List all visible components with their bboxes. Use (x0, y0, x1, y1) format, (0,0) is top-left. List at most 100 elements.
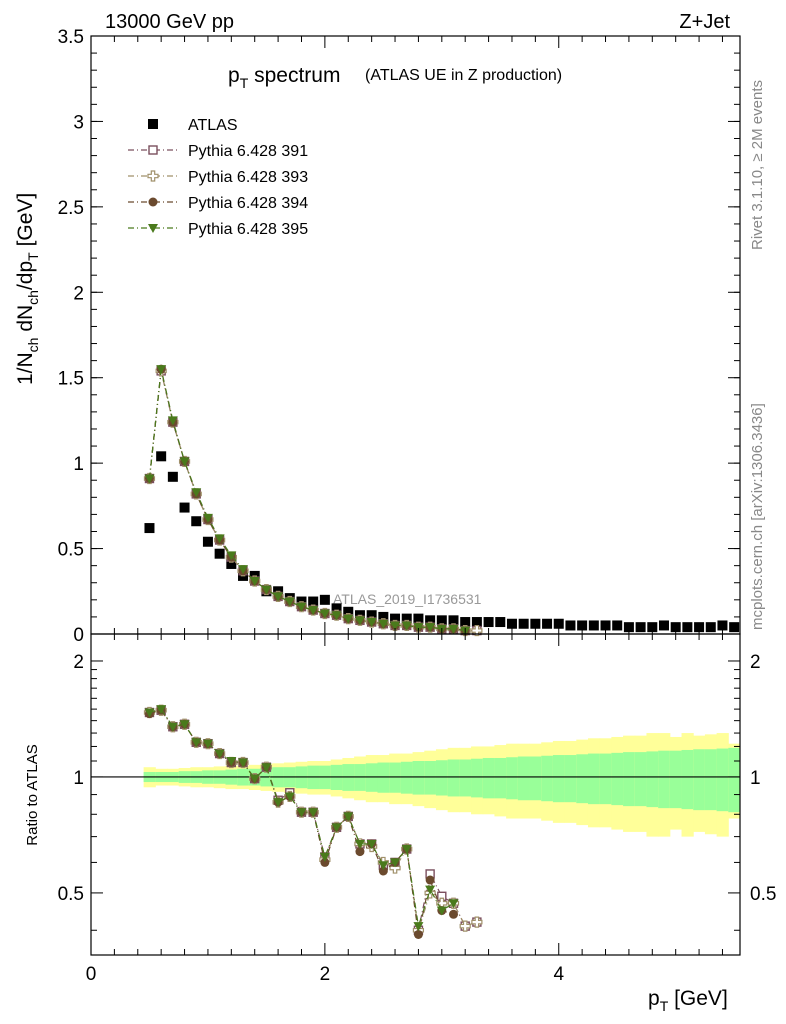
data-point (413, 613, 424, 624)
data-point (226, 551, 237, 561)
ratio-data-point (284, 792, 295, 802)
data-point (530, 618, 541, 629)
ratio-data-point (331, 823, 342, 833)
ratio-data-point (179, 720, 190, 730)
ratio-data-point (214, 749, 225, 759)
data-point (378, 611, 389, 622)
uncertainty-band-stat (506, 757, 519, 800)
data-point (308, 606, 319, 616)
data-point (179, 502, 190, 513)
ratio-y-tick-label-right: 1 (750, 768, 761, 789)
uncertainty-band-stat (389, 762, 402, 793)
y-tick-label: 1.5 (58, 369, 84, 390)
ratio-y-tick-label: 0.5 (58, 884, 84, 905)
ratio-data-point (249, 774, 260, 784)
data-point (542, 618, 553, 629)
ratio-data-point (319, 852, 330, 862)
xlabel: pT [GeV] (648, 987, 728, 1014)
legend-item: Pythia 6.428 393 (128, 169, 308, 186)
data-point (319, 609, 330, 619)
ratio-data-point (413, 922, 424, 932)
data-point (331, 611, 342, 621)
data-point (448, 624, 459, 634)
data-point (167, 416, 178, 426)
ratio-data-point (390, 858, 401, 868)
legend-marker (148, 119, 158, 129)
ratio-data-point (144, 708, 155, 718)
uncertainty-band-stat (377, 762, 390, 793)
ratio-y-tick-label: 1 (73, 768, 84, 789)
data-point (425, 623, 436, 633)
process-label: Z+Jet (679, 11, 730, 33)
data-point (401, 613, 412, 624)
legend-marker (148, 224, 158, 233)
ratio-data-point (261, 763, 272, 773)
y-tick-label: 3 (73, 112, 84, 133)
data-point (694, 622, 705, 633)
rivet-label: Rivet 3.1.10, ≥ 2M events (749, 80, 766, 250)
ratio-data-point (425, 885, 436, 895)
ratio-series-pythia-4 (144, 705, 459, 932)
data-point (273, 592, 284, 602)
uncertainty-band-stat (716, 748, 729, 812)
data-point (577, 620, 588, 631)
ratio-data-point (366, 839, 377, 849)
uncertainty-band-stat (646, 751, 659, 808)
uncertainty-band-stat (471, 758, 484, 798)
uncertainty-band-stat (517, 756, 531, 801)
data-point (343, 614, 354, 624)
data-point (191, 488, 202, 498)
ratio-y-tick-label-right: 2 (750, 652, 761, 673)
y-tick-label: 2.5 (58, 198, 84, 219)
data-point (588, 620, 599, 631)
data-point (331, 603, 342, 614)
data-point (705, 622, 716, 633)
data-point (565, 620, 576, 631)
ratio-data-point (320, 857, 330, 867)
data-point (144, 523, 155, 534)
data-point (390, 613, 401, 624)
ratio-data-point (401, 845, 412, 855)
data-point (425, 615, 436, 626)
series-line (148, 369, 466, 632)
legend-marker (148, 197, 158, 207)
y-tick-label: 1 (73, 454, 84, 475)
legend-marker (148, 145, 158, 155)
data-point (191, 516, 202, 527)
dynamic-layer: 0 0.5 1 1.5 2 2.5 3 3.5 0.5 0.5 1 1 2 2 0 2 4 ATLAS Pythia… (58, 27, 777, 985)
x-tick-label: 2 (320, 964, 331, 985)
legend: ATLAS Pythia 6.428 391 Pythia 6.428 393 Pyt… (128, 117, 308, 238)
data-point (167, 471, 178, 482)
data-point (471, 624, 483, 637)
uncertainty-band-stat (529, 756, 542, 801)
ratio-data-point (167, 722, 178, 732)
y-tick-label: 0.5 (58, 540, 84, 561)
data-point (308, 596, 319, 607)
data-point (506, 618, 517, 629)
x-tick-label: 4 (553, 964, 564, 985)
data-point (343, 606, 354, 617)
ratio-data-point (448, 899, 459, 909)
ratio-y-tick-label: 2 (73, 652, 84, 673)
data-point (623, 622, 634, 633)
ratio-data-point (425, 875, 435, 885)
ratio-data-point (413, 929, 423, 939)
data-point (214, 548, 225, 559)
data-point (202, 536, 213, 547)
uncertainty-band-stat (412, 761, 425, 795)
ratio-data-point (273, 798, 284, 808)
ratio-data-point (449, 909, 459, 919)
data-point (495, 617, 506, 628)
analysis-watermark: ATLAS_2019_I1736531 (333, 591, 482, 607)
uncertainty-band-stat (435, 760, 449, 796)
data-point (483, 617, 494, 628)
ratio-data-point (226, 757, 237, 767)
data-point (729, 622, 740, 633)
legend-label: Pythia 6.428 395 (188, 221, 308, 238)
uncertainty-band-stat (611, 752, 624, 806)
data-point (214, 534, 225, 544)
ratio-data-point (459, 920, 471, 932)
data-point (378, 619, 389, 629)
legend-label: Pythia 6.428 393 (188, 169, 308, 186)
